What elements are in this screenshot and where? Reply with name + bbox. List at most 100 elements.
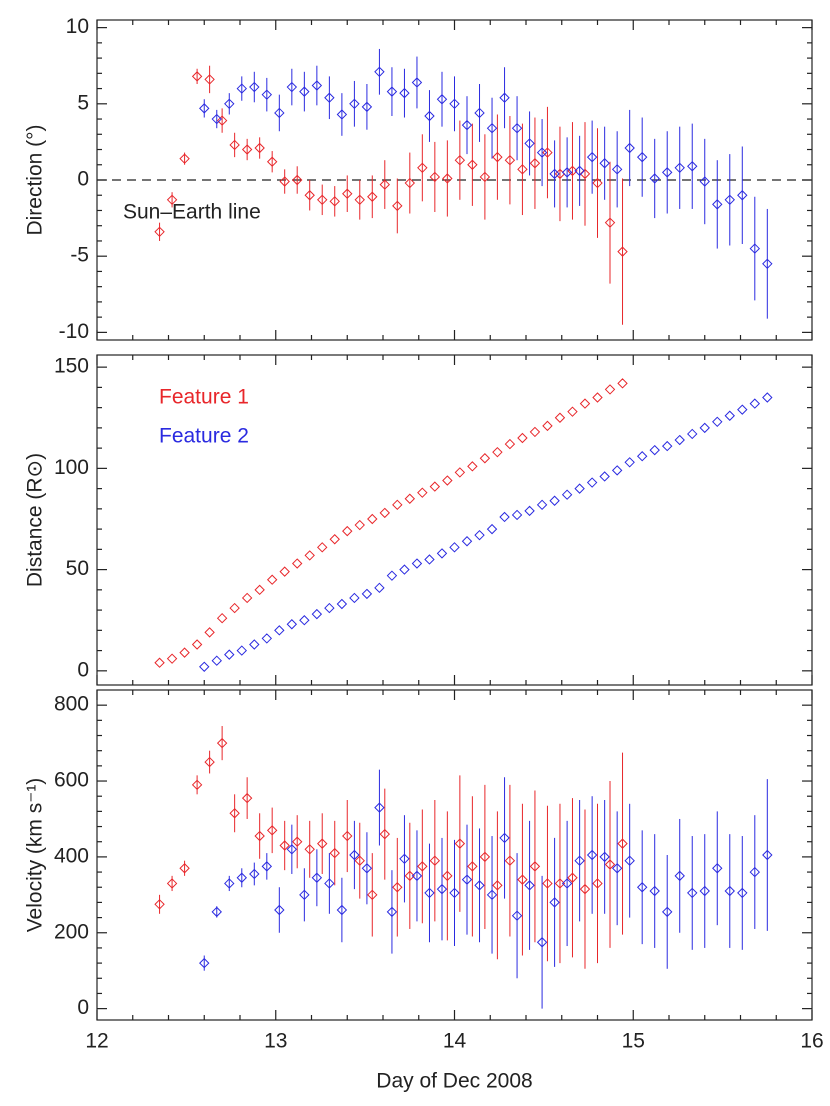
data-point [724, 885, 735, 897]
data-point [374, 66, 385, 78]
data-point [737, 190, 748, 201]
data-point [349, 98, 360, 110]
data-point [712, 199, 723, 210]
data-point [191, 779, 203, 791]
data-point [499, 511, 510, 523]
data-point [317, 194, 328, 206]
data-point [554, 412, 566, 423]
data-point [517, 164, 528, 175]
legend-entry: Feature 2 [159, 425, 249, 448]
data-point [291, 558, 303, 569]
data-point [224, 878, 235, 889]
data-point [586, 849, 598, 861]
y-tick-label: 50 [66, 557, 89, 580]
data-point [392, 499, 403, 511]
data-point [486, 889, 498, 901]
y-tick-label: 10 [66, 15, 89, 38]
data-point [191, 639, 203, 650]
y-tick-label: 600 [54, 769, 89, 792]
data-point [529, 426, 541, 438]
data-point [524, 880, 535, 891]
data-point [474, 880, 485, 891]
data-point [461, 874, 473, 885]
data-point [561, 878, 573, 889]
data-point [511, 910, 523, 921]
data-point [329, 196, 340, 207]
data-point [311, 872, 323, 883]
data-point [216, 737, 228, 749]
data-point [586, 151, 598, 163]
data-point [712, 416, 723, 428]
data-point [604, 217, 616, 228]
data-point [524, 138, 535, 149]
data-point [687, 161, 698, 172]
data-point [687, 428, 698, 440]
data-point [261, 861, 273, 872]
data-point [617, 246, 628, 257]
y-tick-label: 0 [77, 996, 89, 1019]
data-point [336, 904, 348, 916]
data-point [386, 86, 398, 97]
data-point [249, 868, 260, 880]
data-point [474, 529, 485, 541]
data-point [479, 851, 491, 863]
y-tick-label: 800 [54, 693, 89, 716]
data-point [617, 378, 628, 389]
data-point [611, 164, 623, 175]
data-point [291, 174, 303, 186]
data-point [499, 92, 510, 103]
data-point [299, 615, 310, 626]
data-point [286, 81, 298, 93]
data-point [454, 467, 466, 478]
data-point [236, 83, 247, 94]
x-tick-label: 14 [443, 1030, 467, 1053]
data-point [549, 897, 560, 908]
data-point [549, 168, 560, 180]
data-point [611, 465, 623, 476]
data-point [724, 410, 735, 421]
data-point [749, 243, 761, 254]
data-point [554, 878, 566, 889]
data-point [504, 438, 516, 450]
data-point [449, 542, 460, 553]
data-point [687, 887, 698, 899]
x-tick-label: 16 [800, 1030, 823, 1053]
data-point [604, 384, 616, 395]
data-point [241, 144, 253, 155]
data-point [199, 661, 210, 672]
data-point [304, 190, 315, 201]
data-point [249, 81, 260, 93]
data-point [224, 98, 235, 110]
data-point [454, 154, 466, 166]
data-point [567, 165, 578, 177]
data-point [567, 872, 578, 883]
data-point [199, 103, 210, 114]
y-tick-label: 0 [77, 658, 89, 681]
data-point [204, 74, 215, 85]
data-point [216, 115, 228, 126]
data-point [649, 444, 660, 456]
data-point [574, 855, 585, 866]
data-point [636, 882, 648, 893]
data-point [392, 882, 403, 893]
data-point [561, 167, 573, 178]
data-point [574, 483, 585, 494]
data-point [236, 645, 247, 656]
data-point [216, 612, 228, 624]
data-point [549, 495, 560, 506]
data-point [517, 432, 528, 444]
data-point [317, 838, 328, 849]
data-point [424, 110, 435, 122]
data-point [279, 176, 290, 187]
data-point [367, 513, 378, 525]
data-point [449, 98, 460, 110]
data-point [442, 870, 453, 882]
data-point [429, 171, 441, 183]
data-point [604, 859, 616, 870]
y-tick-label: 150 [54, 355, 89, 378]
data-point [674, 162, 685, 174]
data-point [617, 838, 628, 849]
x-axis-label: Day of Dec 2008 [376, 1070, 532, 1093]
data-point [649, 173, 660, 184]
